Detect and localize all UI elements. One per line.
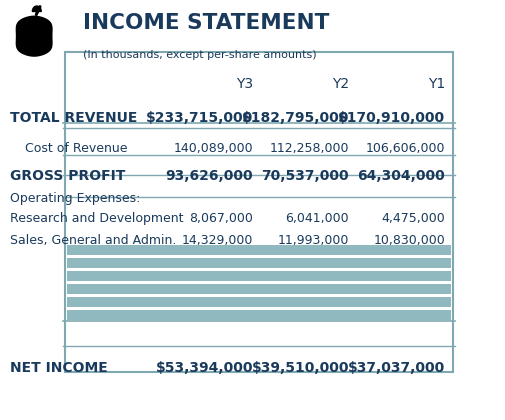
Text: 10,830,000: 10,830,000 bbox=[373, 234, 444, 247]
Text: $233,715,000: $233,715,000 bbox=[145, 111, 252, 125]
Text: Research and Development: Research and Development bbox=[10, 212, 183, 225]
Text: GROSS PROFIT: GROSS PROFIT bbox=[10, 168, 125, 183]
Text: $37,037,000: $37,037,000 bbox=[347, 361, 444, 375]
Text: 112,258,000: 112,258,000 bbox=[269, 142, 348, 155]
Text: 6,041,000: 6,041,000 bbox=[285, 212, 348, 225]
Text: ...: ... bbox=[18, 322, 30, 332]
Text: 64,304,000: 64,304,000 bbox=[357, 168, 444, 183]
Text: Operating Expenses:: Operating Expenses: bbox=[10, 192, 140, 205]
Text: NET INCOME: NET INCOME bbox=[10, 361, 108, 375]
Text: ...: ... bbox=[18, 255, 30, 265]
Text: Cost of Revenue: Cost of Revenue bbox=[25, 142, 128, 155]
Bar bbox=[67, 297, 450, 307]
Text: 14,329,000: 14,329,000 bbox=[181, 234, 252, 247]
Text: $39,510,000: $39,510,000 bbox=[251, 361, 348, 375]
Bar bbox=[67, 310, 450, 320]
Text: 70,537,000: 70,537,000 bbox=[261, 168, 348, 183]
Text: ...: ... bbox=[18, 288, 30, 298]
Text: INCOME STATEMENT: INCOME STATEMENT bbox=[83, 13, 329, 34]
Bar bbox=[67, 284, 450, 294]
Bar bbox=[67, 271, 450, 281]
Text: TOTAL REVENUE: TOTAL REVENUE bbox=[10, 111, 137, 125]
Text: Y3: Y3 bbox=[235, 77, 252, 91]
Text: $170,910,000: $170,910,000 bbox=[337, 111, 444, 125]
Text: 93,626,000: 93,626,000 bbox=[165, 168, 252, 183]
Text: ...: ... bbox=[18, 305, 30, 315]
Text: 140,089,000: 140,089,000 bbox=[173, 142, 252, 155]
Text: ...: ... bbox=[18, 271, 30, 281]
Text: Sales, General and Admin.: Sales, General and Admin. bbox=[10, 234, 176, 247]
Text: 8,067,000: 8,067,000 bbox=[189, 212, 252, 225]
Text: 11,993,000: 11,993,000 bbox=[277, 234, 348, 247]
Text: Y1: Y1 bbox=[427, 77, 444, 91]
Polygon shape bbox=[32, 6, 41, 11]
Bar bbox=[67, 258, 450, 268]
Text: 4,475,000: 4,475,000 bbox=[381, 212, 444, 225]
Text: $182,795,000: $182,795,000 bbox=[241, 111, 348, 125]
Text: (In thousands, except per-share amounts): (In thousands, except per-share amounts) bbox=[83, 50, 317, 60]
Bar bbox=[67, 245, 450, 255]
Text: 106,606,000: 106,606,000 bbox=[365, 142, 444, 155]
Text: $53,394,000: $53,394,000 bbox=[155, 361, 252, 375]
PathPatch shape bbox=[16, 16, 53, 57]
Text: Y2: Y2 bbox=[331, 77, 348, 91]
Text: ...: ... bbox=[18, 339, 30, 349]
